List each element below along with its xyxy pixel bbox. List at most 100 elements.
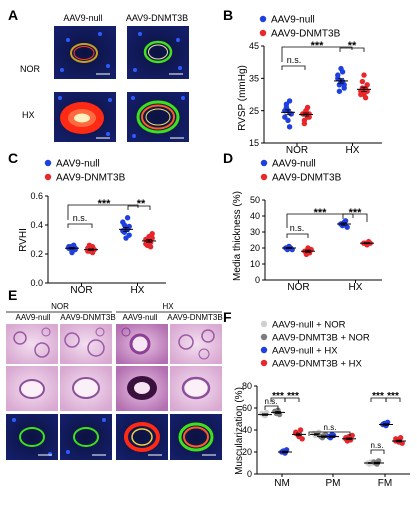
panel-d-legend-swatch-null xyxy=(260,159,268,167)
panel-a-row-label-hx: HX xyxy=(22,110,35,120)
panel-c-sig-ns: n.s. xyxy=(73,213,88,223)
panel-c-letter: C xyxy=(8,150,18,166)
panel-b-sig-nor-hx: *** xyxy=(311,40,325,52)
panel-a: A AAV9-null AAV9-DNMT3B NOR HX xyxy=(8,7,189,142)
panel-f-ytick-label: 80 xyxy=(242,381,252,391)
panel-b-plot: 15 25 35 45 NOR HX xyxy=(249,41,382,156)
panel-d-series1-point xyxy=(342,218,349,224)
panel-a-image-nor-dnmt3b xyxy=(127,26,189,79)
panel-f-sig-fm-ns: n.s. xyxy=(371,441,384,450)
panel-f-legend-swatch-1 xyxy=(260,320,268,328)
panel-d-sig: n.s. *** *** xyxy=(286,207,368,238)
panel-f-sig-nm-2: *** xyxy=(287,391,299,402)
panel-f-legend-label-4: AAV9-DNMT3B + HX xyxy=(272,359,362,370)
panel-b-series2-point xyxy=(301,120,308,127)
panel-c-series1-point xyxy=(123,235,129,241)
panel-c-series1-point xyxy=(124,215,131,221)
panel-a-row-label-nor: NOR xyxy=(20,64,41,74)
panel-f-ytick-label: 0 xyxy=(247,469,252,479)
panel-f-legend-swatch-4 xyxy=(260,359,268,367)
panel-f-legend: AAV9-null + NOR AAV9-DNMT3B + NOR AAV9-n… xyxy=(260,320,370,370)
panel-e-he-row-1 xyxy=(6,324,222,364)
panel-b-series1-point xyxy=(336,88,343,94)
panel-f-sig-nm-1: *** xyxy=(272,391,284,402)
panel-b-series1-point xyxy=(338,65,344,72)
panel-d: D AAV9-null AAV9-DNMT3B 0 10 20 30 40 50 NOR HX… xyxy=(223,150,382,293)
panel-c-series2-point xyxy=(147,244,154,250)
panel-b: B AAV9-null AAV9-DNMT3B 15 25 35 45 NOR HX RV… xyxy=(223,7,382,156)
panel-a-image-hx-dnmt3b xyxy=(127,92,189,142)
panel-d-ytick-label: 30 xyxy=(250,227,260,237)
panel-c-series1-point xyxy=(126,223,132,230)
panel-f-legend-swatch-2 xyxy=(260,333,268,341)
panel-e-letter: E xyxy=(8,287,17,303)
panel-b-ytick-label: 15 xyxy=(249,138,259,148)
panel-a-image-nor-null xyxy=(54,26,116,79)
panel-d-letter: D xyxy=(223,150,233,166)
panel-c-plot: 0.0 0.2 0.4 0.6 NOR HX xyxy=(30,191,166,296)
panel-b-series1-point xyxy=(335,75,341,82)
panel-f-legend-swatch-3 xyxy=(260,346,268,354)
panel-d-legend-label-dnmt3b: AAV9-DNMT3B xyxy=(272,173,342,184)
panel-c-series1-point xyxy=(69,249,75,256)
panel-c-series2-point xyxy=(149,231,155,237)
panel-f-ytick-label: 20 xyxy=(242,447,252,457)
panel-c-ylabel: RVHI xyxy=(18,228,29,252)
panel-b-ytick-label: 45 xyxy=(249,41,259,51)
panel-f-sig-pm-ns: n.s. xyxy=(324,423,337,432)
panel-c-ytick-label: 0.0 xyxy=(30,278,43,288)
panel-b-xtick-label: HX xyxy=(346,145,360,156)
panel-f-series4-point xyxy=(349,432,355,439)
panel-f-series4-point xyxy=(297,427,304,433)
panel-e-col-label-1: AAV9-null xyxy=(16,313,51,322)
panel-a-col-label-2: AAV9-DNMT3B xyxy=(126,13,188,23)
panel-f-ylabel: Muscularization (%) xyxy=(234,387,245,475)
panel-f-ytick-label: 40 xyxy=(242,425,252,435)
panel-f-series4-point xyxy=(299,436,305,442)
panel-c: C AAV9-null AAV9-DNMT3B 0.0 0.2 0.4 0.6 NOR H… xyxy=(8,150,166,296)
panel-b-series1-point xyxy=(286,98,293,104)
panel-c-ytick-label: 0.4 xyxy=(30,220,43,230)
panel-f-legend-label-1: AAV9-null + NOR xyxy=(272,320,346,331)
panel-f-xtick-label: NM xyxy=(274,478,290,489)
panel-a-col-label-1: AAV9-null xyxy=(63,13,102,23)
panel-e-he-row-2 xyxy=(6,366,222,411)
panel-b-series1-point xyxy=(286,124,293,130)
panel-a-image-hx-null xyxy=(54,92,116,142)
panel-b-sig: n.s. *** ** xyxy=(281,40,365,70)
panel-c-legend-swatch-null xyxy=(44,159,52,167)
panel-c-series1-point xyxy=(121,222,128,228)
panel-c-legend-swatch-dnmt3b xyxy=(44,173,52,181)
panel-b-sig-ns: n.s. xyxy=(287,55,302,65)
panel-d-ytick-label: 20 xyxy=(250,243,260,253)
panel-c-legend-label-null: AAV9-null xyxy=(56,159,100,170)
panel-f-series4-point xyxy=(397,435,404,441)
panel-f-letter: F xyxy=(223,309,232,325)
panel-f-ytick-label: 60 xyxy=(242,403,252,413)
panel-f-xtick-label: FM xyxy=(378,478,392,489)
panel-b-series2-point xyxy=(359,78,366,85)
panel-f-sig-fm-1: *** xyxy=(372,391,384,402)
panel-b-legend-swatch-null xyxy=(259,15,267,23)
panel-d-legend-swatch-dnmt3b xyxy=(260,173,268,181)
panel-c-sig: n.s. *** ** xyxy=(67,198,151,228)
panel-d-ytick-label: 50 xyxy=(250,195,260,205)
panel-b-ytick-label: 35 xyxy=(249,74,259,84)
panel-f-sig-fm-2: *** xyxy=(387,391,399,402)
panel-d-sig-hx: *** xyxy=(349,207,363,219)
panel-d-plot: 0 10 20 30 40 50 NOR HX xyxy=(250,195,382,293)
panel-d-legend-label-null: AAV9-null xyxy=(272,159,316,170)
panel-e-if-row xyxy=(6,414,222,460)
panel-d-ylabel: Media thickness (%) xyxy=(232,191,243,281)
panel-b-letter: B xyxy=(223,7,233,23)
panel-b-series2-point xyxy=(361,72,367,78)
panel-b-legend-label-null: AAV9-null xyxy=(271,15,315,26)
panel-f-plot: 0 20 40 60 80 NM PM FM xyxy=(242,381,410,489)
panel-d-sig-nor-hx: *** xyxy=(314,207,328,219)
panel-d-series1-point xyxy=(344,224,350,230)
panel-c-ytick-label: 0.6 xyxy=(30,191,43,201)
panel-b-series2-point xyxy=(364,88,370,94)
panel-b-legend: AAV9-null AAV9-DNMT3B xyxy=(259,15,341,40)
panel-f-legend-label-3: AAV9-null + HX xyxy=(272,346,338,357)
